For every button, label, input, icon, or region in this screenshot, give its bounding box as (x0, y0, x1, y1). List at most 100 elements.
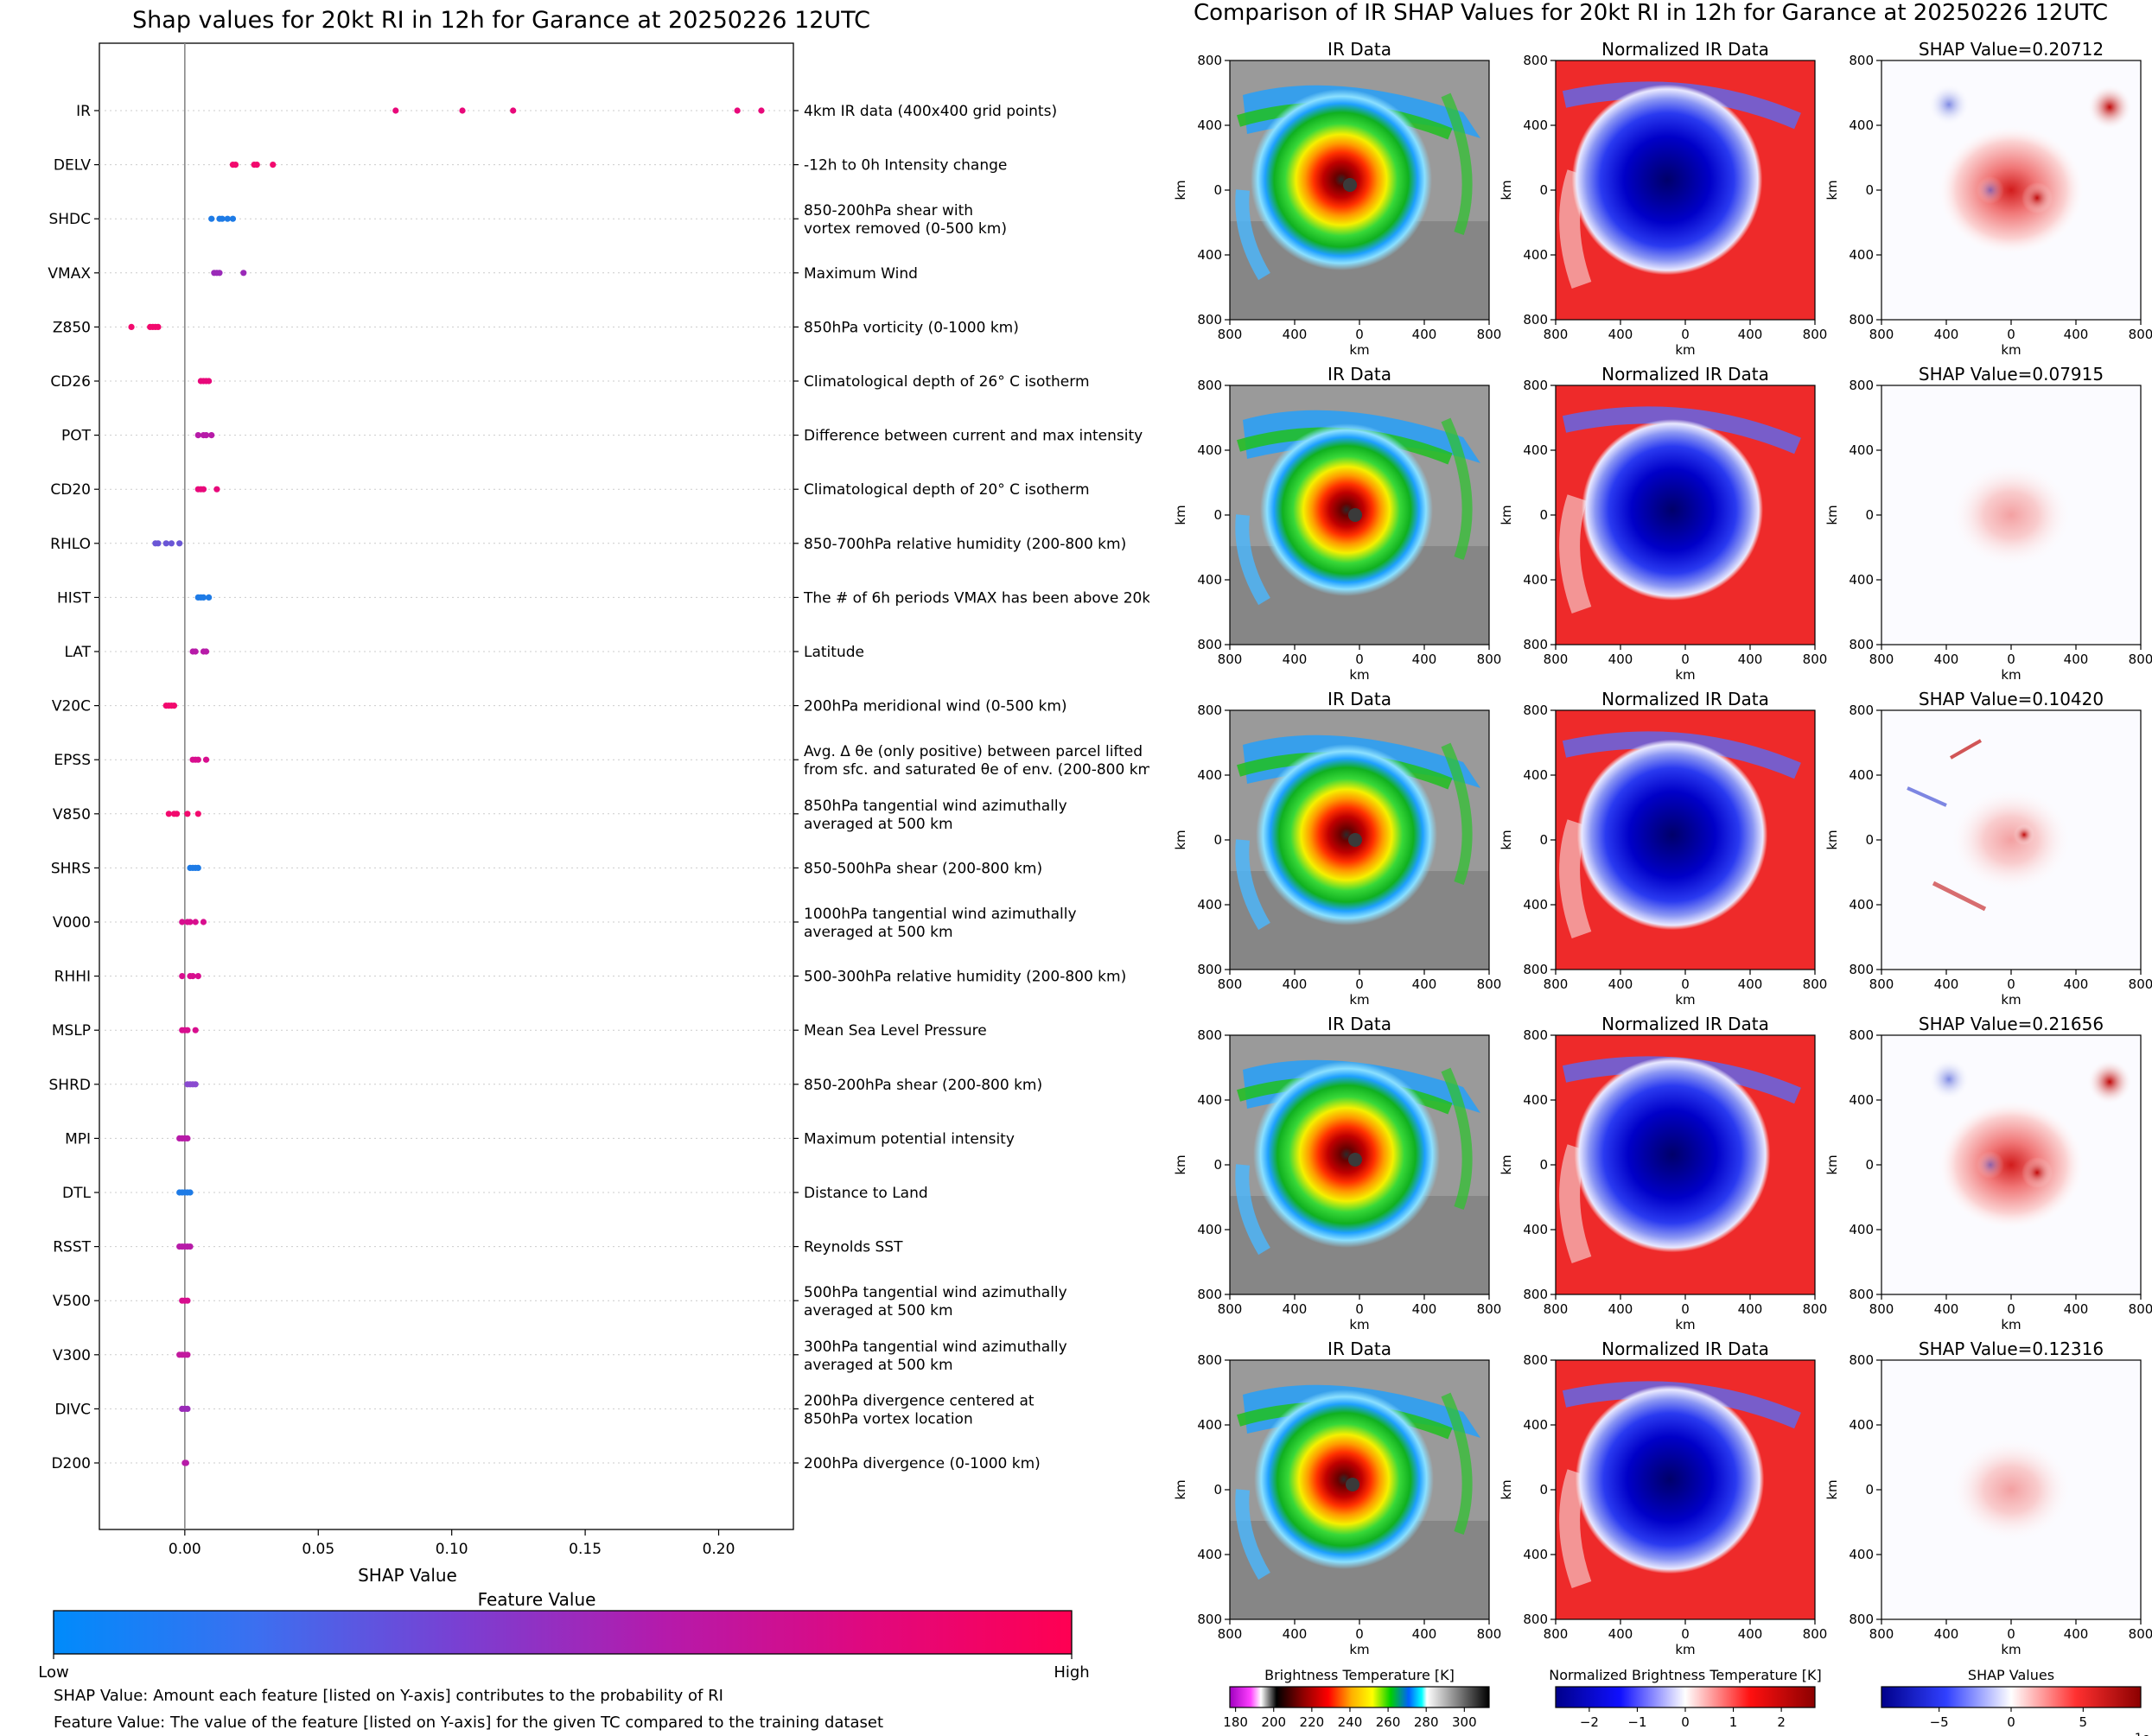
shap-image (1881, 385, 2142, 645)
shap-point-ir (459, 107, 466, 114)
feature-label-cd26: CD26 (50, 373, 91, 391)
colorbar-tick-label: 220 (1300, 1714, 1325, 1730)
panel-title-normalized-ir: Normalized IR Data (1601, 1014, 1769, 1034)
shap-image (1881, 60, 2142, 321)
x-tick-label: 400 (1412, 976, 1437, 992)
shap-hotspot (2014, 824, 2034, 845)
colorbar-title-ir: Brightness Temperature [K] (1264, 1667, 1455, 1683)
feature-description-ir: 4km IR data (400x400 grid points) (804, 103, 1057, 120)
shap-point-rhhi (179, 973, 186, 980)
y-axis-unit: km (1499, 180, 1514, 200)
ir-image (1229, 60, 1490, 321)
norm-storm (1571, 84, 1763, 276)
x-axis-unit: km (1675, 992, 1695, 1008)
y-axis-unit: km (1824, 505, 1840, 525)
ir-storm-eye (1348, 833, 1362, 847)
ir-cloud-band (1441, 1067, 1473, 1211)
panel-title-ir: IR Data (1327, 364, 1391, 385)
shap-point-v850 (165, 811, 172, 817)
y-tick-label: 0 (1213, 507, 1222, 523)
x-tick-label: 400 (2064, 1301, 2089, 1317)
ir-storm (1254, 1389, 1434, 1569)
y-tick-label: 800 (1849, 53, 1874, 68)
x-axis-label: SHAP Value (358, 1565, 457, 1586)
y-tick-label: 0 (1539, 182, 1548, 198)
y-tick-label: 400 (1523, 442, 1548, 458)
x-tick-label: 0 (2007, 976, 2015, 992)
y-tick-label: 800 (1197, 53, 1222, 68)
x-tick-label: 400 (1934, 1626, 1959, 1642)
colorbar-title-normalized-ir: Normalized Brightness Temperature [K] (1549, 1667, 1822, 1683)
x-tick-label: 0 (1681, 1626, 1690, 1642)
x-axis-unit: km (1675, 667, 1695, 683)
y-axis-unit: km (1499, 830, 1514, 849)
y-tick-label: 400 (1523, 1547, 1548, 1562)
y-tick-label: 400 (1849, 572, 1874, 588)
colorbar-high-label: High (1054, 1663, 1089, 1682)
ir-storm-eye (1346, 1478, 1359, 1491)
shap-point-v000 (187, 919, 194, 925)
feature-label-shrs: SHRS (51, 860, 91, 877)
x-axis-unit: km (1675, 1317, 1695, 1332)
ir-cloud-band (1235, 189, 1270, 281)
normalized-ir-image (1555, 1034, 1816, 1295)
y-tick-label: 800 (1523, 378, 1548, 393)
ir-cloud-band (1441, 742, 1473, 886)
ir-storm (1253, 1061, 1440, 1248)
colorbar-tick-label: 300 (1452, 1714, 1477, 1730)
shap-point-v000 (179, 919, 186, 925)
x-tick-label: 800 (1218, 1626, 1243, 1642)
x-tick-label: 800 (1218, 327, 1243, 342)
x-axis-unit: km (2001, 667, 2021, 683)
colorbar-tick-label: 260 (1376, 1714, 1401, 1730)
shap-point-v850 (184, 811, 191, 817)
shap-point-cd26 (206, 378, 213, 385)
y-tick-label: 400 (1523, 767, 1548, 783)
x-tick-label: 800 (1477, 976, 1502, 992)
left-chart-title: Shap values for 20kt RI in 12h for Garan… (132, 7, 870, 34)
y-tick-label: 0 (1865, 507, 1874, 523)
x-tick-label: 400 (1738, 976, 1763, 992)
shap-point-mslp (192, 1027, 199, 1033)
panel-title-shap: SHAP Value=0.20712 (1919, 39, 2104, 60)
panel-title-shap: SHAP Value=0.21656 (1919, 1014, 2104, 1034)
feature-description-rhhi: 500-300hPa relative humidity (200-800 km… (804, 969, 1126, 986)
y-tick-label: 400 (1849, 1547, 1874, 1562)
shap-point-shdc (208, 215, 215, 222)
feature-label-rsst: RSST (53, 1239, 91, 1256)
shap-point-shdc (224, 215, 231, 222)
y-tick-label: 800 (1197, 1612, 1222, 1627)
y-axis-unit: km (1499, 1479, 1514, 1499)
x-tick-label: 800 (1218, 1301, 1243, 1317)
normalized-ir-image (1555, 385, 1816, 645)
ir-cloud-band (1441, 1392, 1473, 1536)
y-tick-label: 400 (1849, 1092, 1874, 1108)
ir-cloud-band (1441, 417, 1473, 561)
x-tick-label: 800 (1869, 1626, 1894, 1642)
x-axis-unit: km (1675, 1642, 1695, 1657)
y-tick-label: 400 (1849, 247, 1874, 263)
feature-description-v300: averaged at 500 km (804, 1357, 953, 1374)
shap-point-v850 (173, 811, 181, 817)
x-tick-label: 400 (1608, 652, 1633, 667)
x-tick-label: 0 (2007, 1626, 2015, 1642)
y-tick-label: 800 (1849, 1287, 1874, 1302)
right-figure-title: Comparison of IR SHAP Values for 20kt RI… (1193, 0, 2109, 26)
y-tick-label: 800 (1523, 312, 1548, 327)
x-tick-label: 0 (1681, 1301, 1690, 1317)
feature-description-shrd: 850-200hPa shear (200-800 km) (804, 1077, 1042, 1094)
x-axis-unit: km (2001, 992, 2021, 1008)
shap-point-v500 (184, 1297, 191, 1304)
x-tick-label: 0 (2007, 652, 2015, 667)
feature-description-epss: from sfc. and saturated θe of env. (200-… (804, 761, 1149, 779)
y-axis-unit: km (1499, 1154, 1514, 1174)
shap-point-delv (253, 162, 260, 169)
ir-image (1229, 1034, 1490, 1295)
y-tick-label: 800 (1849, 1352, 1874, 1368)
x-tick-label: 400 (2064, 327, 2089, 342)
shap-coldspot (1977, 1151, 2004, 1179)
y-tick-label: 800 (1523, 1287, 1548, 1302)
y-axis-unit: km (1824, 830, 1840, 849)
x-tick-label: 800 (1477, 652, 1502, 667)
y-tick-label: 400 (1849, 767, 1874, 783)
